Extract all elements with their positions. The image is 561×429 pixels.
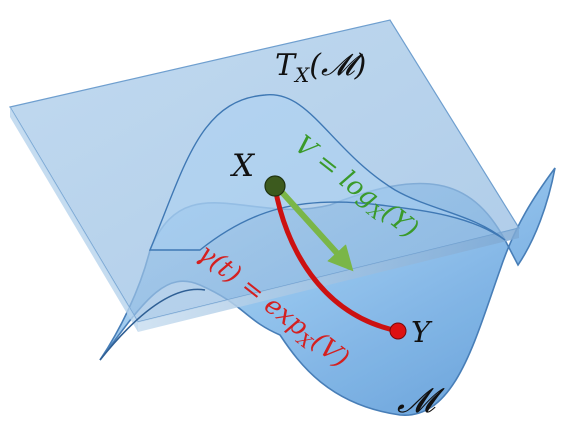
manifold-bump	[148, 94, 506, 251]
point-y-marker	[389, 322, 407, 340]
geodesic-curve	[272, 184, 401, 334]
point-x-marker	[264, 175, 286, 197]
tangent-plane	[9, 19, 520, 332]
tangent-vector-arrow	[277, 187, 354, 272]
point-y-label: Y	[411, 315, 433, 349]
point-x-label: X	[230, 148, 256, 184]
tangent-space-label: TX(𝓜)	[275, 48, 366, 87]
manifold-front-edge	[99, 288, 206, 361]
